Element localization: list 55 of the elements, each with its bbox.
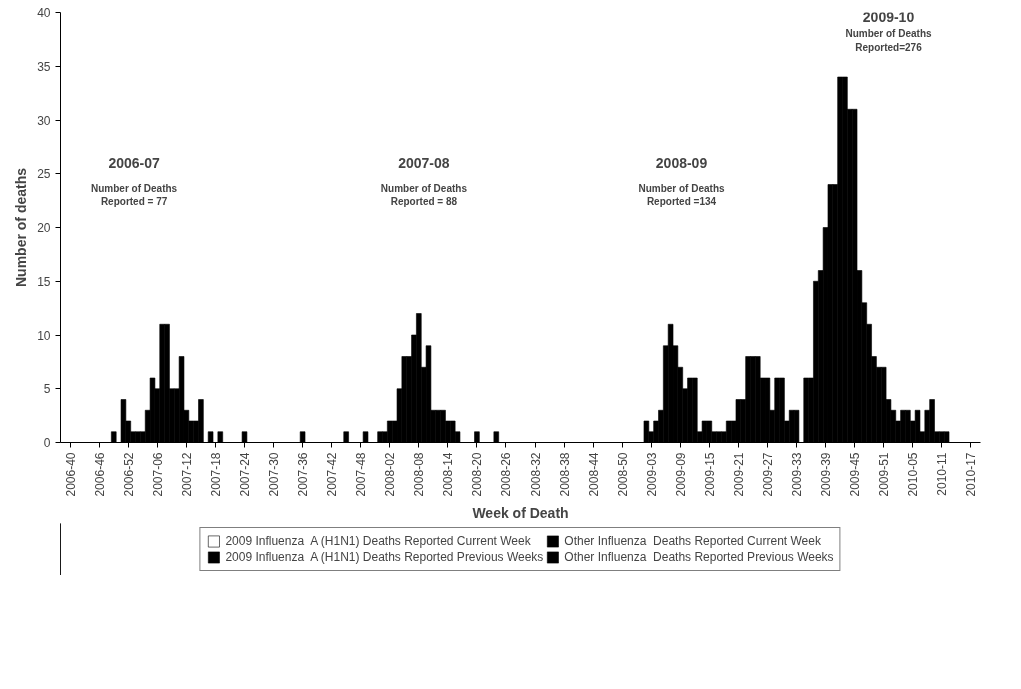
annotation: 2008-09 — [655, 155, 708, 171]
annotation: Number of Deaths Reported = 88 — [380, 183, 468, 208]
annotation: 2006-07 — [108, 155, 160, 171]
x-tick-label: 2008-08 — [412, 452, 427, 497]
annotation: 2007-08 — [398, 155, 450, 171]
y-tick-label: 5 — [43, 382, 51, 397]
y-tick-label: 10 — [37, 328, 51, 343]
x-axis-title: Week of Death — [472, 504, 569, 521]
annotation: Number of Deaths Reported =134 — [638, 183, 725, 208]
annotation: 2009-10 — [862, 8, 915, 25]
x-tick-label: 2008-44 — [586, 452, 601, 497]
x-tick-label: 2007-36 — [296, 452, 311, 497]
x-tick-label: 2010-17 — [964, 452, 979, 497]
y-tick-label: 40 — [37, 6, 51, 20]
y-axis-title: Number of deaths — [13, 167, 30, 288]
x-tick-label: 2006-46 — [92, 452, 107, 497]
annotation: Number of Deaths Reported=276 — [845, 28, 932, 53]
legend-label: 2009 Influenza A (H1N1) Deaths Reported Current Week — [225, 534, 531, 548]
legend-label: Other Influenza Deaths Reported Current Week — [564, 534, 821, 548]
x-tick-label: 2007-30 — [267, 452, 282, 497]
x-tick-label: 2008-20 — [470, 452, 485, 497]
y-tick-label: 20 — [37, 221, 51, 235]
y-tick-label: 0 — [43, 436, 51, 450]
x-tick-label: 2007-48 — [354, 452, 369, 497]
x-tick-label: 2008-26 — [499, 452, 514, 497]
x-tick-label: 2008-14 — [441, 452, 456, 497]
x-tick-label: 2009-45 — [848, 452, 863, 497]
x-tick-label: 2009-21 — [731, 452, 746, 497]
x-tick-label: 2009-27 — [760, 452, 775, 497]
x-tick-label: 2010-11 — [935, 452, 950, 496]
x-tick-label: 2008-38 — [557, 452, 572, 497]
x-tick-label: 2010-05 — [906, 452, 921, 497]
x-tick-label: 2008-50 — [615, 452, 630, 497]
x-tick-label: 2008-32 — [528, 452, 543, 497]
y-tick-label: 25 — [37, 167, 51, 182]
x-tick-label: 2007-06 — [150, 452, 165, 497]
x-tick-label: 2009-09 — [673, 452, 688, 497]
x-tick-label: 2007-18 — [208, 452, 223, 497]
y-tick-label: 15 — [37, 274, 51, 289]
y-tick-label: 30 — [37, 113, 51, 128]
x-tick-label: 2007-12 — [179, 452, 194, 497]
x-tick-label: 2009-51 — [877, 452, 892, 497]
x-tick-label: 2006-52 — [121, 452, 136, 497]
x-tick-label: 2009-15 — [702, 452, 717, 497]
legend-label: Other Influenza Deaths Reported Previous Weeks — [564, 550, 834, 564]
x-tick-label: 2009-33 — [790, 452, 804, 497]
x-tick-label: 2009-39 — [819, 452, 834, 497]
x-tick-label: 2007-24 — [238, 452, 252, 497]
y-tick-label: 35 — [37, 59, 51, 74]
x-tick-label: 2006-40 — [63, 452, 78, 497]
x-tick-label: 2009-03 — [644, 452, 659, 497]
x-tick-label: 2007-42 — [325, 452, 340, 497]
x-tick-label: 2008-02 — [383, 452, 398, 497]
legend-label: 2009 Influenza A (H1N1) Deaths Reported Previous Weeks — [225, 550, 544, 564]
annotation: Number of Deaths Reported = 77 — [91, 183, 178, 208]
